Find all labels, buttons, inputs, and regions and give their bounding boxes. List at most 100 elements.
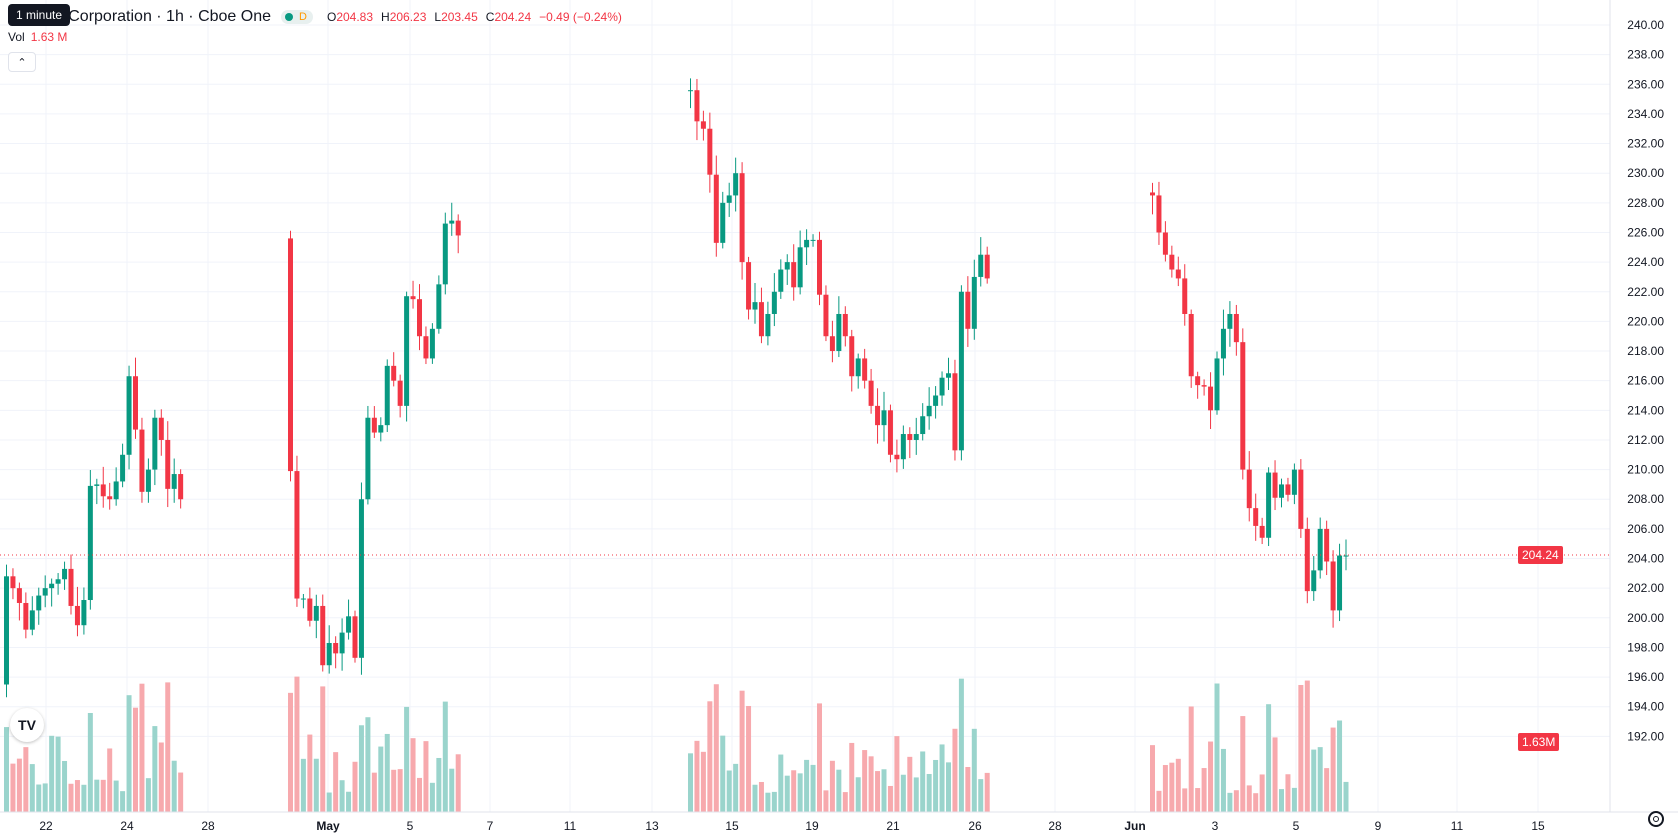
candle-body	[707, 128, 713, 175]
volume-bar	[920, 751, 926, 812]
volume-bar	[1246, 785, 1252, 812]
volume-bar	[1317, 747, 1323, 812]
y-tick-label: 234.00	[1627, 107, 1664, 121]
candle-body	[913, 434, 919, 440]
data-marker: D	[299, 11, 307, 23]
volume-bar	[10, 763, 16, 812]
volume-bar	[907, 756, 913, 812]
candle-body	[1298, 469, 1304, 529]
volume-bar	[42, 783, 48, 812]
candle-body	[694, 90, 700, 122]
volume-bar	[804, 759, 810, 812]
candle-body	[378, 425, 384, 433]
candle-body	[778, 269, 784, 292]
volume-bar	[926, 773, 932, 812]
volume-bar	[81, 784, 87, 812]
candle-body	[1227, 313, 1233, 329]
candle-body	[1182, 278, 1188, 314]
candle-body	[81, 600, 87, 626]
y-tick-label: 198.00	[1627, 640, 1664, 654]
candle-body	[971, 276, 977, 329]
candle-body	[1304, 528, 1310, 592]
market-status[interactable]: D	[281, 10, 313, 24]
volume-bars	[4, 676, 1349, 812]
y-tick-label: 220.00	[1627, 314, 1664, 328]
volume-bar	[900, 774, 906, 812]
volume-bar	[887, 785, 893, 812]
volume-bar	[449, 768, 455, 812]
candle-body	[436, 284, 442, 329]
volume-bar	[152, 726, 158, 812]
volume-bar	[720, 735, 726, 812]
candle-body	[862, 358, 868, 381]
volume-bar	[855, 777, 861, 812]
volume-bar	[1253, 793, 1259, 812]
symbol-title[interactable]: A Corporation · 1h · Cboe One	[54, 8, 272, 25]
volume-bar	[836, 769, 842, 812]
volume-bar	[326, 792, 332, 812]
volume-bar	[1330, 727, 1336, 812]
volume-bar	[410, 738, 416, 812]
x-tick-label: 7	[487, 819, 494, 833]
volume-bar	[726, 770, 732, 812]
candle-body	[23, 602, 29, 630]
high-value: 206.23	[389, 10, 427, 24]
volume-bar	[55, 736, 61, 812]
candle-body	[804, 239, 810, 248]
volume-bar	[300, 758, 306, 812]
volume-bar	[62, 760, 68, 812]
candle-body	[16, 588, 22, 603]
high-label: H	[381, 10, 390, 24]
volume-bar	[294, 676, 300, 812]
chevron-up-icon: ⌃	[17, 56, 27, 69]
volume-bar	[126, 695, 132, 812]
volume-bar	[133, 707, 138, 812]
candle-body	[907, 434, 913, 440]
volume-bar	[1285, 774, 1291, 812]
candle-body	[887, 410, 893, 455]
volume-bar	[307, 734, 313, 812]
candle-body	[978, 254, 984, 277]
candle-body	[926, 405, 932, 417]
y-tick-label: 204.00	[1627, 552, 1664, 566]
volume-bar	[1272, 737, 1278, 812]
candle-body	[1291, 469, 1297, 495]
volume-bar	[1201, 768, 1207, 812]
x-tick-label: 15	[725, 819, 739, 833]
candle-body	[55, 579, 61, 584]
volume-bar	[1324, 768, 1330, 812]
tradingview-logo[interactable]: TV	[10, 708, 44, 742]
volume-bar	[391, 769, 397, 812]
candle-body	[1330, 561, 1336, 611]
candle-body	[1259, 525, 1265, 538]
y-tick-label: 236.00	[1627, 77, 1664, 91]
candle-body	[339, 632, 345, 654]
candle-body	[1337, 555, 1343, 611]
candle-body	[952, 373, 958, 451]
volume-bar	[1337, 720, 1343, 812]
y-tick-label: 202.00	[1627, 581, 1664, 595]
x-tick-label: 28	[201, 819, 215, 833]
candle-body	[313, 605, 319, 621]
volume-bar	[16, 758, 22, 812]
candle-body	[1208, 386, 1214, 411]
candle-body	[713, 174, 719, 243]
candle-body	[62, 568, 68, 580]
candle-body	[700, 121, 706, 129]
candle-body	[165, 439, 171, 489]
volume-bar	[1343, 781, 1349, 812]
volume-bar	[1311, 749, 1317, 812]
volume-bar	[862, 750, 868, 812]
collapse-legend-button[interactable]: ⌃	[8, 52, 36, 72]
x-tick-label: 21	[886, 819, 900, 833]
settings-gear-icon[interactable]	[1648, 811, 1664, 827]
candle-body	[739, 173, 745, 263]
volume-bar	[371, 772, 377, 812]
volume-bar	[404, 706, 410, 812]
volume-bar	[346, 791, 352, 812]
candle-body	[442, 223, 448, 285]
volume-bar	[688, 753, 693, 812]
candle-body	[817, 239, 822, 295]
volume-bar	[442, 701, 448, 812]
